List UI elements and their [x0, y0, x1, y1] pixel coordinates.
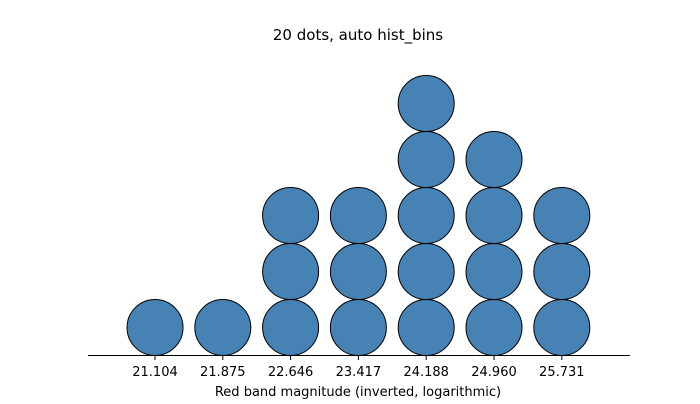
dot-mark [262, 299, 320, 356]
dot-mark [465, 131, 523, 188]
dot-mark [533, 299, 591, 356]
dot-mark [126, 299, 184, 356]
dot-mark [329, 243, 387, 300]
x-tick-label: 23.417 [336, 365, 382, 380]
dot-mark [533, 187, 591, 244]
x-tick-label: 21.104 [132, 365, 178, 380]
x-tick-label: 24.960 [471, 365, 517, 380]
dots-layer [126, 75, 591, 356]
x-tick-label: 24.188 [403, 365, 449, 380]
dot-mark [262, 187, 320, 244]
chart-title: 20 dots, auto hist_bins [273, 26, 443, 45]
dot-mark [329, 299, 387, 356]
dot-mark [465, 187, 523, 244]
dot-mark [262, 243, 320, 300]
dot-mark [397, 75, 455, 132]
x-axis-label: Red band magnitude (inverted, logarithmi… [215, 385, 501, 400]
dot-mark [397, 299, 455, 356]
dot-mark [329, 187, 387, 244]
dot-mark [533, 243, 591, 300]
dot-mark [397, 131, 455, 188]
dot-mark [397, 187, 455, 244]
x-tick-label: 22.646 [268, 365, 314, 380]
dot-mark [194, 299, 252, 356]
dot-mark [465, 243, 523, 300]
dot-mark [397, 243, 455, 300]
x-tick-label: 21.875 [200, 365, 246, 380]
x-ticks: 21.104 21.875 22.646 23.417 24.188 24.960 25.7… [132, 355, 585, 380]
x-tick-label: 25.731 [539, 365, 585, 380]
dot-mark [465, 299, 523, 356]
